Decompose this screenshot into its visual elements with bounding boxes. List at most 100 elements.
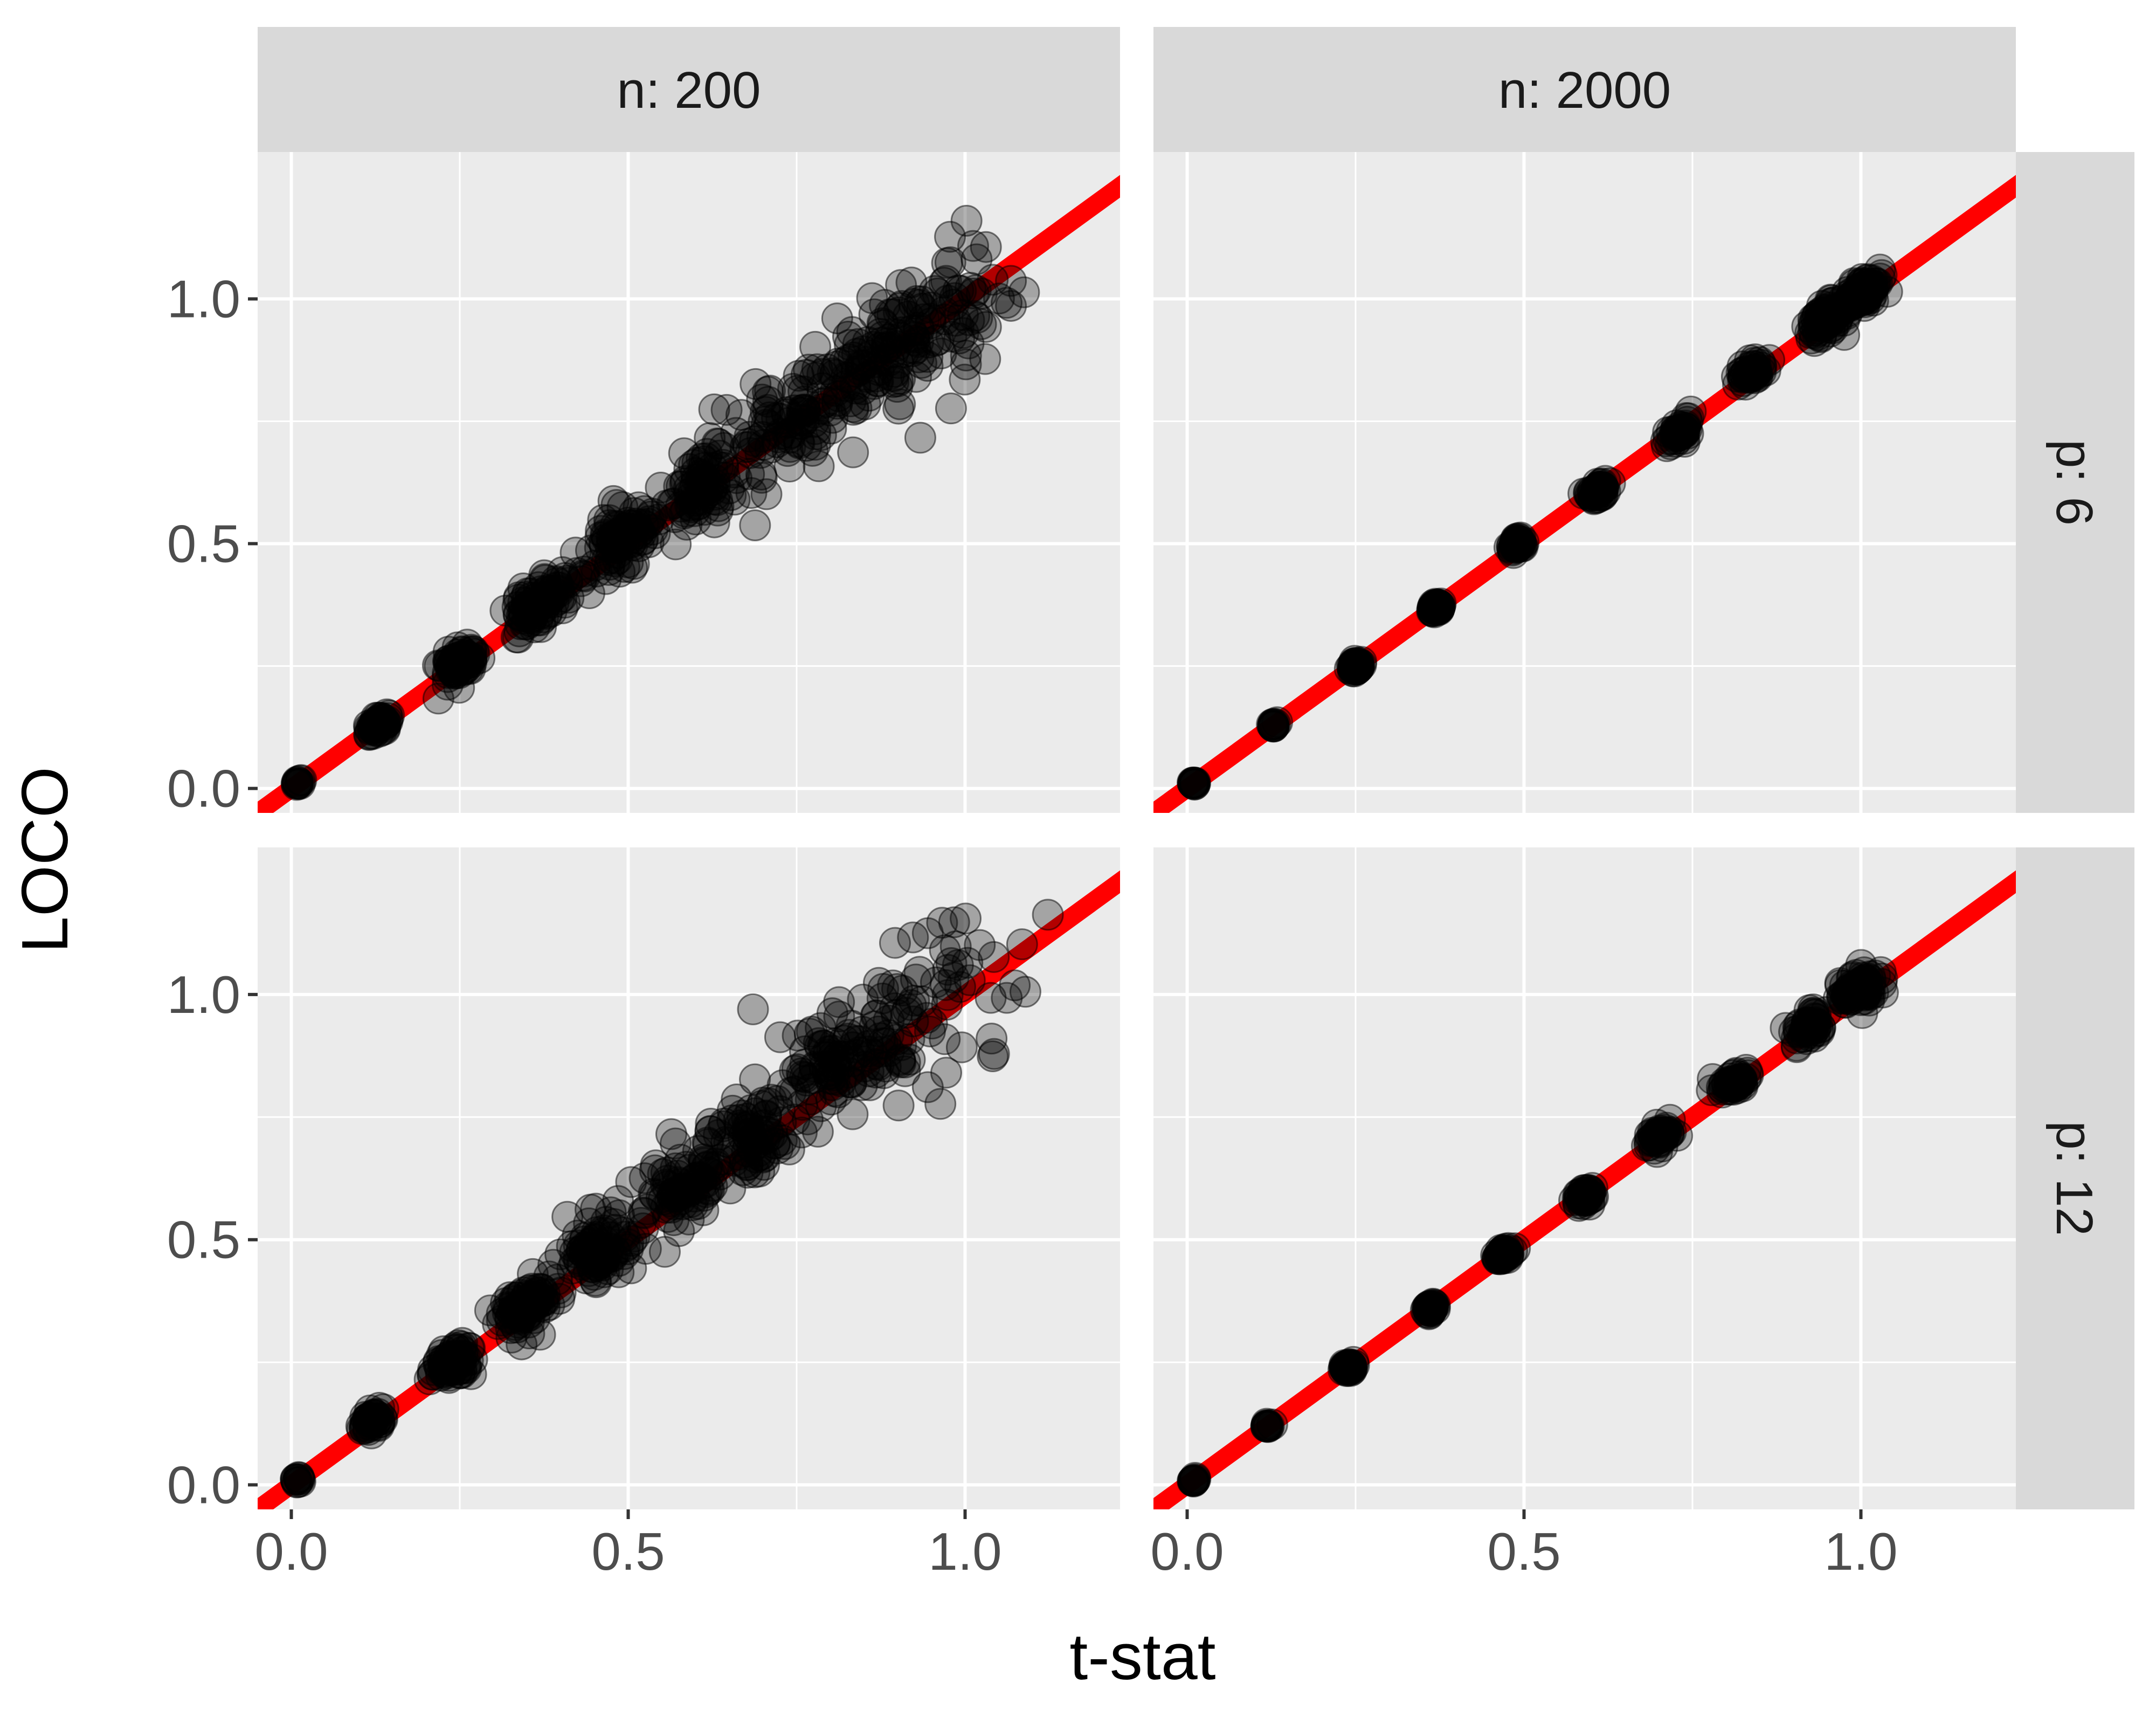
data-point bbox=[1850, 280, 1883, 312]
data-point bbox=[734, 420, 766, 453]
data-point bbox=[628, 1197, 661, 1230]
column-strip-label: n: 200 bbox=[617, 61, 761, 119]
data-point bbox=[642, 503, 675, 536]
data-point bbox=[1032, 899, 1064, 931]
data-point bbox=[900, 361, 932, 393]
data-point bbox=[524, 1319, 556, 1351]
row-strip-label: p: 12 bbox=[2046, 1121, 2103, 1236]
data-point bbox=[772, 406, 805, 439]
data-point bbox=[283, 1461, 315, 1494]
data-point bbox=[860, 999, 892, 1032]
data-point bbox=[1857, 977, 1889, 1009]
data-point bbox=[1827, 284, 1859, 316]
data-point bbox=[439, 1349, 472, 1381]
data-point bbox=[930, 265, 962, 297]
data-point bbox=[910, 1002, 943, 1034]
facet-panel bbox=[1153, 847, 2016, 1509]
data-point bbox=[837, 1098, 869, 1130]
data-point bbox=[783, 425, 815, 458]
data-point bbox=[1342, 650, 1374, 682]
data-point bbox=[660, 528, 692, 561]
data-point bbox=[976, 1023, 1008, 1055]
data-point bbox=[991, 287, 1023, 319]
data-point bbox=[506, 1328, 538, 1361]
panel-plot-area bbox=[1153, 870, 2016, 1509]
data-point bbox=[931, 247, 963, 279]
data-point bbox=[1261, 706, 1294, 739]
data-point bbox=[769, 1128, 801, 1160]
data-point bbox=[885, 1029, 917, 1061]
data-point bbox=[911, 341, 944, 373]
data-point bbox=[542, 1273, 574, 1305]
data-point bbox=[924, 1088, 957, 1120]
data-point bbox=[716, 1094, 749, 1127]
y-axis-title: LOCO bbox=[8, 767, 81, 953]
panels-layer bbox=[258, 152, 2016, 1509]
data-point bbox=[1594, 467, 1626, 499]
x-tick-label: 1.0 bbox=[928, 1522, 1001, 1581]
data-point bbox=[759, 1127, 791, 1160]
data-point bbox=[1327, 1354, 1359, 1386]
data-point bbox=[828, 1024, 860, 1057]
data-point bbox=[935, 392, 967, 425]
data-point bbox=[837, 391, 869, 423]
data-point bbox=[1737, 350, 1770, 382]
data-point bbox=[846, 1069, 878, 1101]
data-point bbox=[590, 520, 623, 552]
column-strip-label: n: 2000 bbox=[1498, 61, 1671, 119]
data-point bbox=[753, 410, 785, 442]
data-point bbox=[486, 1298, 518, 1330]
data-point bbox=[821, 302, 853, 335]
data-point bbox=[1009, 976, 1041, 1008]
data-point bbox=[546, 592, 578, 624]
data-point bbox=[951, 947, 984, 979]
data-point bbox=[737, 993, 769, 1025]
facet-panel bbox=[1153, 152, 2016, 813]
data-point bbox=[934, 220, 966, 253]
x-tick-label: 0.0 bbox=[254, 1522, 328, 1581]
data-point bbox=[486, 1305, 518, 1337]
data-point bbox=[718, 484, 751, 516]
data-point bbox=[510, 592, 542, 625]
data-point bbox=[939, 305, 972, 337]
data-point bbox=[882, 1089, 915, 1122]
data-point bbox=[820, 350, 853, 383]
data-point bbox=[1568, 1185, 1601, 1217]
data-point bbox=[363, 1392, 396, 1424]
data-point bbox=[694, 422, 726, 454]
x-tick-label: 1.0 bbox=[1824, 1522, 1897, 1581]
data-point bbox=[444, 646, 476, 679]
data-point bbox=[1340, 653, 1373, 685]
data-point bbox=[698, 393, 730, 425]
data-point bbox=[882, 296, 915, 328]
data-point bbox=[803, 450, 835, 482]
data-point bbox=[590, 1206, 622, 1238]
data-point bbox=[901, 285, 933, 317]
data-point bbox=[1737, 360, 1770, 392]
data-point bbox=[645, 1181, 678, 1213]
x-tick-label: 0.5 bbox=[1487, 1522, 1560, 1581]
data-point bbox=[978, 941, 1010, 973]
data-point bbox=[865, 1036, 897, 1068]
data-point bbox=[282, 766, 314, 798]
data-point bbox=[685, 458, 717, 491]
data-point bbox=[1498, 528, 1531, 560]
data-point bbox=[1577, 478, 1609, 510]
data-point bbox=[739, 509, 771, 541]
panel-plot-area bbox=[1153, 175, 2016, 813]
data-point bbox=[1179, 1463, 1212, 1495]
data-point bbox=[1250, 1409, 1283, 1441]
data-point bbox=[879, 927, 911, 959]
data-point bbox=[950, 902, 982, 935]
y-tick-label: 0.0 bbox=[167, 759, 240, 818]
y-tick-label: 0.0 bbox=[167, 1455, 240, 1515]
data-point bbox=[529, 581, 562, 613]
data-point bbox=[837, 436, 869, 468]
facet-panel bbox=[258, 152, 1120, 813]
data-point bbox=[1797, 1011, 1829, 1044]
data-point bbox=[799, 418, 831, 451]
data-point bbox=[774, 431, 806, 463]
y-tick-label: 1.0 bbox=[167, 269, 240, 328]
data-point bbox=[655, 1118, 687, 1150]
